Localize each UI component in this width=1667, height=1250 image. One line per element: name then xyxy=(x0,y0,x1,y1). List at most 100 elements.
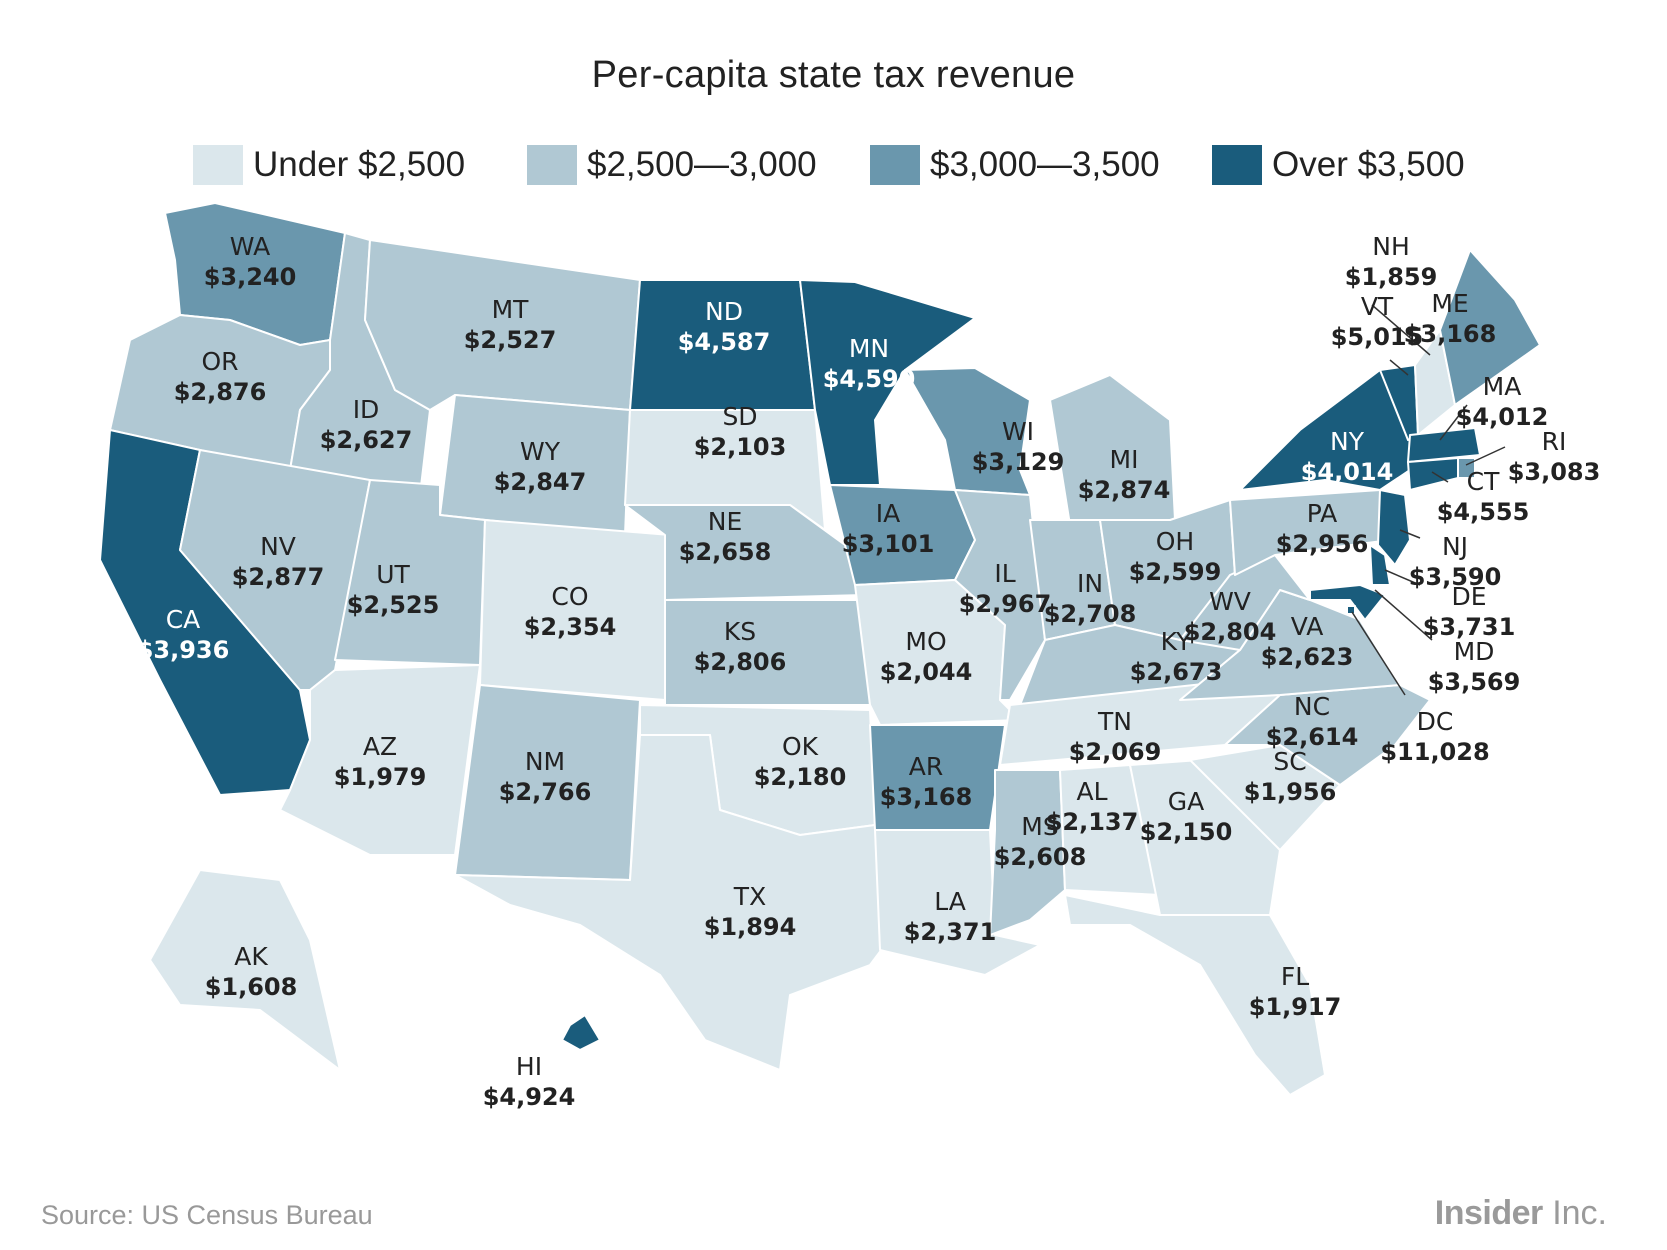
state-label-az: AZ xyxy=(363,732,397,761)
state-label-id: ID xyxy=(353,395,380,424)
state-label-ma: MA xyxy=(1483,372,1522,401)
state-mt xyxy=(364,239,641,411)
state-value-ks: $2,806 xyxy=(694,648,787,676)
state-label-or: OR xyxy=(201,347,238,376)
state-label-ar: AR xyxy=(909,752,943,781)
state-value-wa: $3,240 xyxy=(204,263,297,291)
legend-label: $3,000—3,500 xyxy=(930,145,1160,184)
state-value-wv: $2,804 xyxy=(1184,618,1277,646)
state-label-mi: MI xyxy=(1110,445,1139,474)
state-label-la: LA xyxy=(934,887,966,916)
state-la xyxy=(874,829,1041,976)
state-label-in: IN xyxy=(1077,569,1103,598)
state-label-wa: WA xyxy=(230,232,270,261)
state-label-mn: MN xyxy=(849,334,889,363)
state-value-ri: $3,083 xyxy=(1508,458,1601,486)
state-value-la: $2,371 xyxy=(904,918,997,946)
state-wi xyxy=(904,367,1031,496)
state-value-ct: $4,555 xyxy=(1437,498,1530,526)
state-value-ny: $4,014 xyxy=(1301,458,1394,486)
state-label-nm: NM xyxy=(525,747,565,776)
state-label-md: MD xyxy=(1454,637,1495,666)
state-label-al: AL xyxy=(1076,777,1107,806)
state-label-wy: WY xyxy=(520,437,561,466)
state-label-ct: CT xyxy=(1467,467,1500,496)
state-value-ga: $2,150 xyxy=(1140,818,1233,846)
publisher-logo: Insider Inc. xyxy=(1435,1194,1607,1233)
state-de xyxy=(1369,544,1391,586)
state-value-mo: $2,044 xyxy=(880,658,973,686)
state-value-ia: $3,101 xyxy=(842,530,935,558)
state-value-ms: $2,608 xyxy=(994,843,1087,871)
state-label-nd: ND xyxy=(705,297,743,326)
state-label-oh: OH xyxy=(1156,527,1194,556)
legend-label: $2,500—3,000 xyxy=(587,145,817,184)
state-value-nj: $3,590 xyxy=(1409,563,1502,591)
leader-line xyxy=(1439,404,1468,441)
state-label-ks: KS xyxy=(724,617,756,646)
state-value-tn: $2,069 xyxy=(1069,738,1162,766)
state-value-ky: $2,673 xyxy=(1130,658,1223,686)
state-value-de: $3,731 xyxy=(1423,613,1516,641)
leader-line xyxy=(1384,569,1421,586)
state-fl xyxy=(1064,894,1326,1096)
state-label-nj: NJ xyxy=(1442,532,1468,561)
state-value-or: $2,876 xyxy=(174,378,267,406)
logo-rest: Inc. xyxy=(1542,1194,1607,1232)
state-label-me: ME xyxy=(1431,289,1468,318)
leader-line xyxy=(1389,359,1409,376)
state-label-ak: AK xyxy=(234,942,268,971)
state-dc xyxy=(1346,605,1356,615)
state-value-nv: $2,877 xyxy=(232,563,325,591)
legend-swatch xyxy=(193,145,243,185)
state-label-tn: TN xyxy=(1097,707,1132,736)
legend: Under $2,500 $2,500—3,000 $3,000—3,500 O… xyxy=(0,140,1667,190)
state-value-oh: $2,599 xyxy=(1129,558,1222,586)
legend-item-over-3500: Over $3,500 xyxy=(1212,140,1465,190)
state-value-ne: $2,658 xyxy=(679,538,772,566)
state-ct xyxy=(1407,457,1459,491)
state-value-sd: $2,103 xyxy=(694,433,787,461)
legend-item-2500-3000: $2,500—3,000 xyxy=(527,140,817,190)
state-label-wv: WV xyxy=(1209,587,1251,616)
state-md xyxy=(1309,584,1386,621)
legend-swatch xyxy=(527,145,577,185)
legend-swatch xyxy=(1212,145,1262,185)
state-value-nh: $1,859 xyxy=(1345,263,1438,291)
state-label-de: DE xyxy=(1451,582,1486,611)
state-me xyxy=(1439,249,1541,406)
state-label-tx: TX xyxy=(733,882,766,911)
state-label-ri: RI xyxy=(1542,427,1567,456)
state-label-ca: CA xyxy=(166,605,201,634)
leader-line xyxy=(1351,611,1406,696)
state-label-ga: GA xyxy=(1168,787,1204,816)
state-value-sc: $1,956 xyxy=(1244,778,1337,806)
state-value-tx: $1,894 xyxy=(704,913,797,941)
state-value-id: $2,627 xyxy=(320,426,413,454)
state-az xyxy=(279,664,481,856)
legend-item-under-2500: Under $2,500 xyxy=(193,140,465,190)
state-label-ms: MS xyxy=(1021,812,1058,841)
state-value-md: $3,569 xyxy=(1428,668,1521,696)
state-ga xyxy=(1129,759,1281,916)
state-value-ca: $3,936 xyxy=(137,636,230,664)
state-label-pa: PA xyxy=(1307,499,1338,528)
legend-item-3000-3500: $3,000—3,500 xyxy=(870,140,1160,190)
state-tx xyxy=(454,734,886,1071)
state-value-ut: $2,525 xyxy=(347,591,440,619)
state-mi xyxy=(1049,374,1176,526)
state-value-vt: $5,015 xyxy=(1331,323,1424,351)
legend-label: Under $2,500 xyxy=(253,145,466,184)
state-pa xyxy=(1229,489,1391,576)
state-value-mt: $2,527 xyxy=(464,326,557,354)
state-label-sd: SD xyxy=(722,402,757,431)
state-label-ia: IA xyxy=(876,499,900,528)
state-value-nd: $4,587 xyxy=(678,328,771,356)
state-value-hi: $4,924 xyxy=(483,1083,576,1111)
state-value-nc: $2,614 xyxy=(1266,723,1359,751)
state-label-nv: NV xyxy=(260,532,296,561)
leader-line xyxy=(1371,304,1431,356)
state-label-ny: NY xyxy=(1330,427,1365,456)
state-label-ky: KY xyxy=(1161,627,1193,656)
